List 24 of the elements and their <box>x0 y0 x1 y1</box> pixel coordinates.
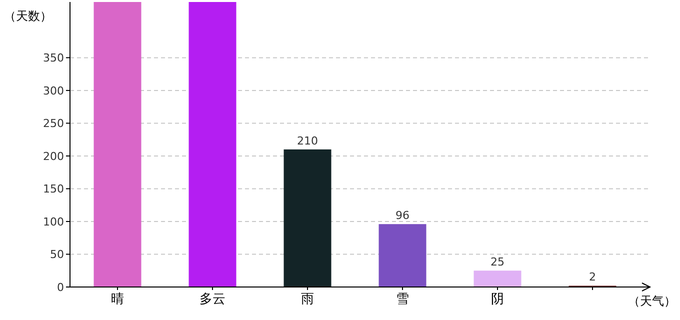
y-tick-label: 300 <box>43 84 64 98</box>
x-tick-label: 雪 <box>396 292 409 307</box>
y-tick-label: 100 <box>43 215 64 228</box>
bar <box>378 224 426 287</box>
x-tick-label: 雨 <box>301 292 314 307</box>
x-tick-label: 多云 <box>200 292 226 307</box>
bar <box>284 149 332 287</box>
data-label: 96 <box>396 209 410 222</box>
y-tick-label: 200 <box>43 150 64 163</box>
bar <box>94 2 142 287</box>
bar <box>188 2 236 287</box>
y-tick-label: 0 <box>57 280 64 294</box>
y-tick-label: 150 <box>43 182 64 196</box>
data-label: 25 <box>490 256 504 269</box>
x-tick-label: 阴 <box>491 292 504 307</box>
y-axis-title: （天数） <box>4 9 52 23</box>
x-axis-title: （天气） <box>628 294 676 308</box>
bar <box>474 270 522 287</box>
y-tick-label: 250 <box>43 117 64 130</box>
x-tick-label: 晴 <box>111 292 124 307</box>
data-label: 210 <box>297 134 318 148</box>
y-tick-label: 50 <box>50 248 64 262</box>
y-tick-label: 350 <box>43 52 64 65</box>
data-label: 2 <box>589 270 596 284</box>
